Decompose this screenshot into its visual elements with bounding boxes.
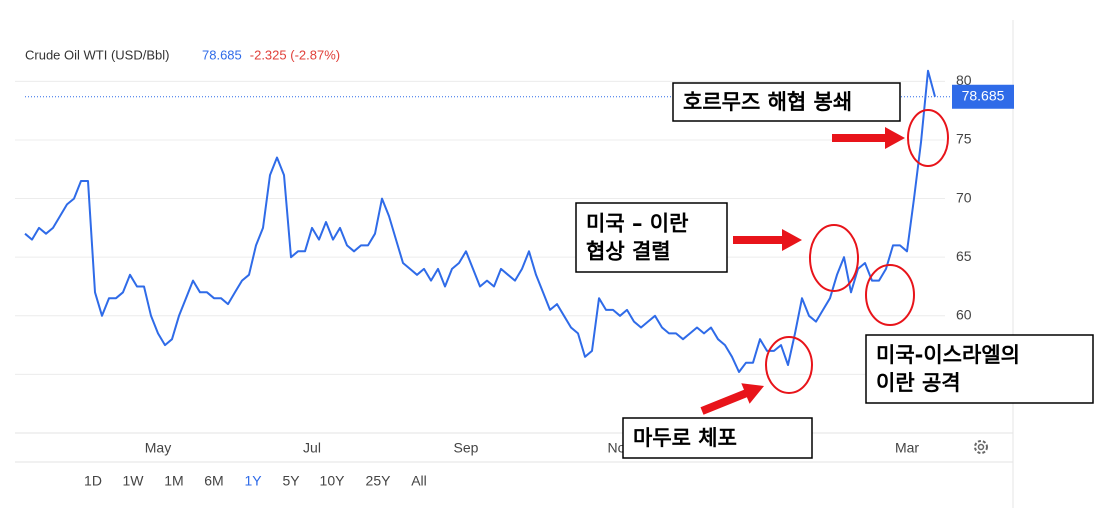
highlight-circle xyxy=(907,109,949,167)
price-line xyxy=(24,69,936,373)
x-tick-label: Mar xyxy=(895,440,919,456)
range-button[interactable]: 1M xyxy=(164,473,183,489)
settings-icon[interactable] xyxy=(974,440,988,454)
range-button[interactable]: 1W xyxy=(123,473,145,489)
highlight-circle xyxy=(765,336,813,394)
y-tick-label: 70 xyxy=(956,189,972,205)
arrow xyxy=(733,229,802,251)
highlight-circle xyxy=(865,264,915,326)
last-price-tag xyxy=(952,84,1014,109)
range-button[interactable]: 6M xyxy=(204,473,223,489)
annotation-text: 이란 공격 xyxy=(876,371,961,395)
gear xyxy=(974,440,988,454)
header-change: -2.325 (-2.87%) xyxy=(250,47,340,62)
gear-hub xyxy=(977,443,985,451)
annotation-text: 호르무즈 해협 봉쇄 xyxy=(683,90,852,114)
range-button[interactable]: 25Y xyxy=(366,473,392,489)
x-tick-label: May xyxy=(145,440,171,456)
x-tick-label: Sep xyxy=(454,440,479,456)
annotation-box xyxy=(622,417,813,459)
annotation-box xyxy=(672,82,901,122)
annotation-text: 미국 – 이란 xyxy=(586,212,688,236)
y-tick-label: 80 xyxy=(956,72,972,88)
range-button[interactable]: 10Y xyxy=(320,473,346,489)
arrow xyxy=(832,127,905,149)
header-price: 78.685 xyxy=(202,47,242,62)
last-price-label: 78.685 xyxy=(962,87,1005,103)
x-tick-label: Jul xyxy=(303,440,321,456)
y-tick-label: 75 xyxy=(956,131,972,147)
annotation-box xyxy=(575,202,728,273)
annotation-box xyxy=(865,334,1094,404)
y-tick-label: 60 xyxy=(956,306,972,322)
arrow xyxy=(700,383,764,415)
instrument-name: Crude Oil WTI (USD/Bbl) xyxy=(25,47,169,62)
highlight-circle xyxy=(809,224,859,292)
y-tick-label: 65 xyxy=(956,248,972,264)
annotation-text: 협상 결렬 xyxy=(586,240,671,264)
range-button[interactable]: All xyxy=(411,473,427,489)
annotation-text: 미국-이스라엘의 xyxy=(876,343,1020,367)
range-button[interactable]: 1D xyxy=(84,473,102,489)
range-button[interactable]: 1Y xyxy=(244,473,262,489)
range-button[interactable]: 5Y xyxy=(282,473,300,489)
annotation-text: 마두로 체포 xyxy=(633,426,737,450)
